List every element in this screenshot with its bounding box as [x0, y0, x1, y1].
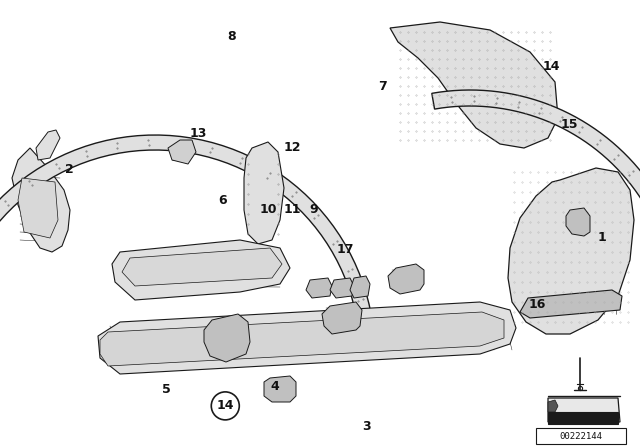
Text: 4: 4 [271, 379, 280, 393]
Polygon shape [264, 376, 296, 402]
Polygon shape [122, 248, 282, 286]
FancyBboxPatch shape [536, 428, 626, 444]
Polygon shape [548, 400, 558, 412]
Text: 12: 12 [283, 141, 301, 155]
Text: 13: 13 [189, 127, 207, 140]
Text: 14: 14 [543, 60, 561, 73]
Polygon shape [520, 290, 622, 318]
Polygon shape [432, 90, 640, 292]
Text: 17: 17 [337, 243, 355, 257]
Text: 1: 1 [597, 231, 606, 244]
Polygon shape [204, 314, 250, 362]
Polygon shape [548, 398, 620, 422]
Polygon shape [322, 302, 362, 334]
Polygon shape [508, 168, 634, 334]
Text: 16: 16 [529, 298, 547, 311]
Polygon shape [100, 312, 504, 366]
Polygon shape [350, 276, 370, 298]
Text: 14: 14 [216, 399, 234, 413]
Text: 7: 7 [378, 79, 387, 93]
Polygon shape [0, 135, 374, 337]
Text: 6: 6 [218, 194, 227, 207]
Polygon shape [388, 264, 424, 294]
Text: 8: 8 [227, 30, 236, 43]
Polygon shape [112, 240, 290, 300]
Polygon shape [18, 178, 58, 238]
Polygon shape [244, 142, 284, 244]
Text: 11: 11 [283, 203, 301, 216]
Text: 2: 2 [65, 163, 74, 176]
Polygon shape [548, 412, 618, 424]
Text: 10: 10 [260, 203, 278, 216]
Text: 9: 9 [309, 203, 318, 216]
Polygon shape [98, 302, 516, 374]
Polygon shape [36, 130, 60, 160]
Text: 3: 3 [362, 420, 371, 433]
Text: 00222144: 00222144 [559, 431, 602, 440]
Polygon shape [390, 22, 558, 148]
Text: 5: 5 [162, 383, 171, 396]
Text: 15: 15 [561, 118, 579, 131]
Polygon shape [168, 140, 196, 164]
Polygon shape [566, 208, 590, 236]
Polygon shape [12, 148, 70, 252]
Polygon shape [330, 278, 354, 298]
Polygon shape [306, 278, 332, 298]
